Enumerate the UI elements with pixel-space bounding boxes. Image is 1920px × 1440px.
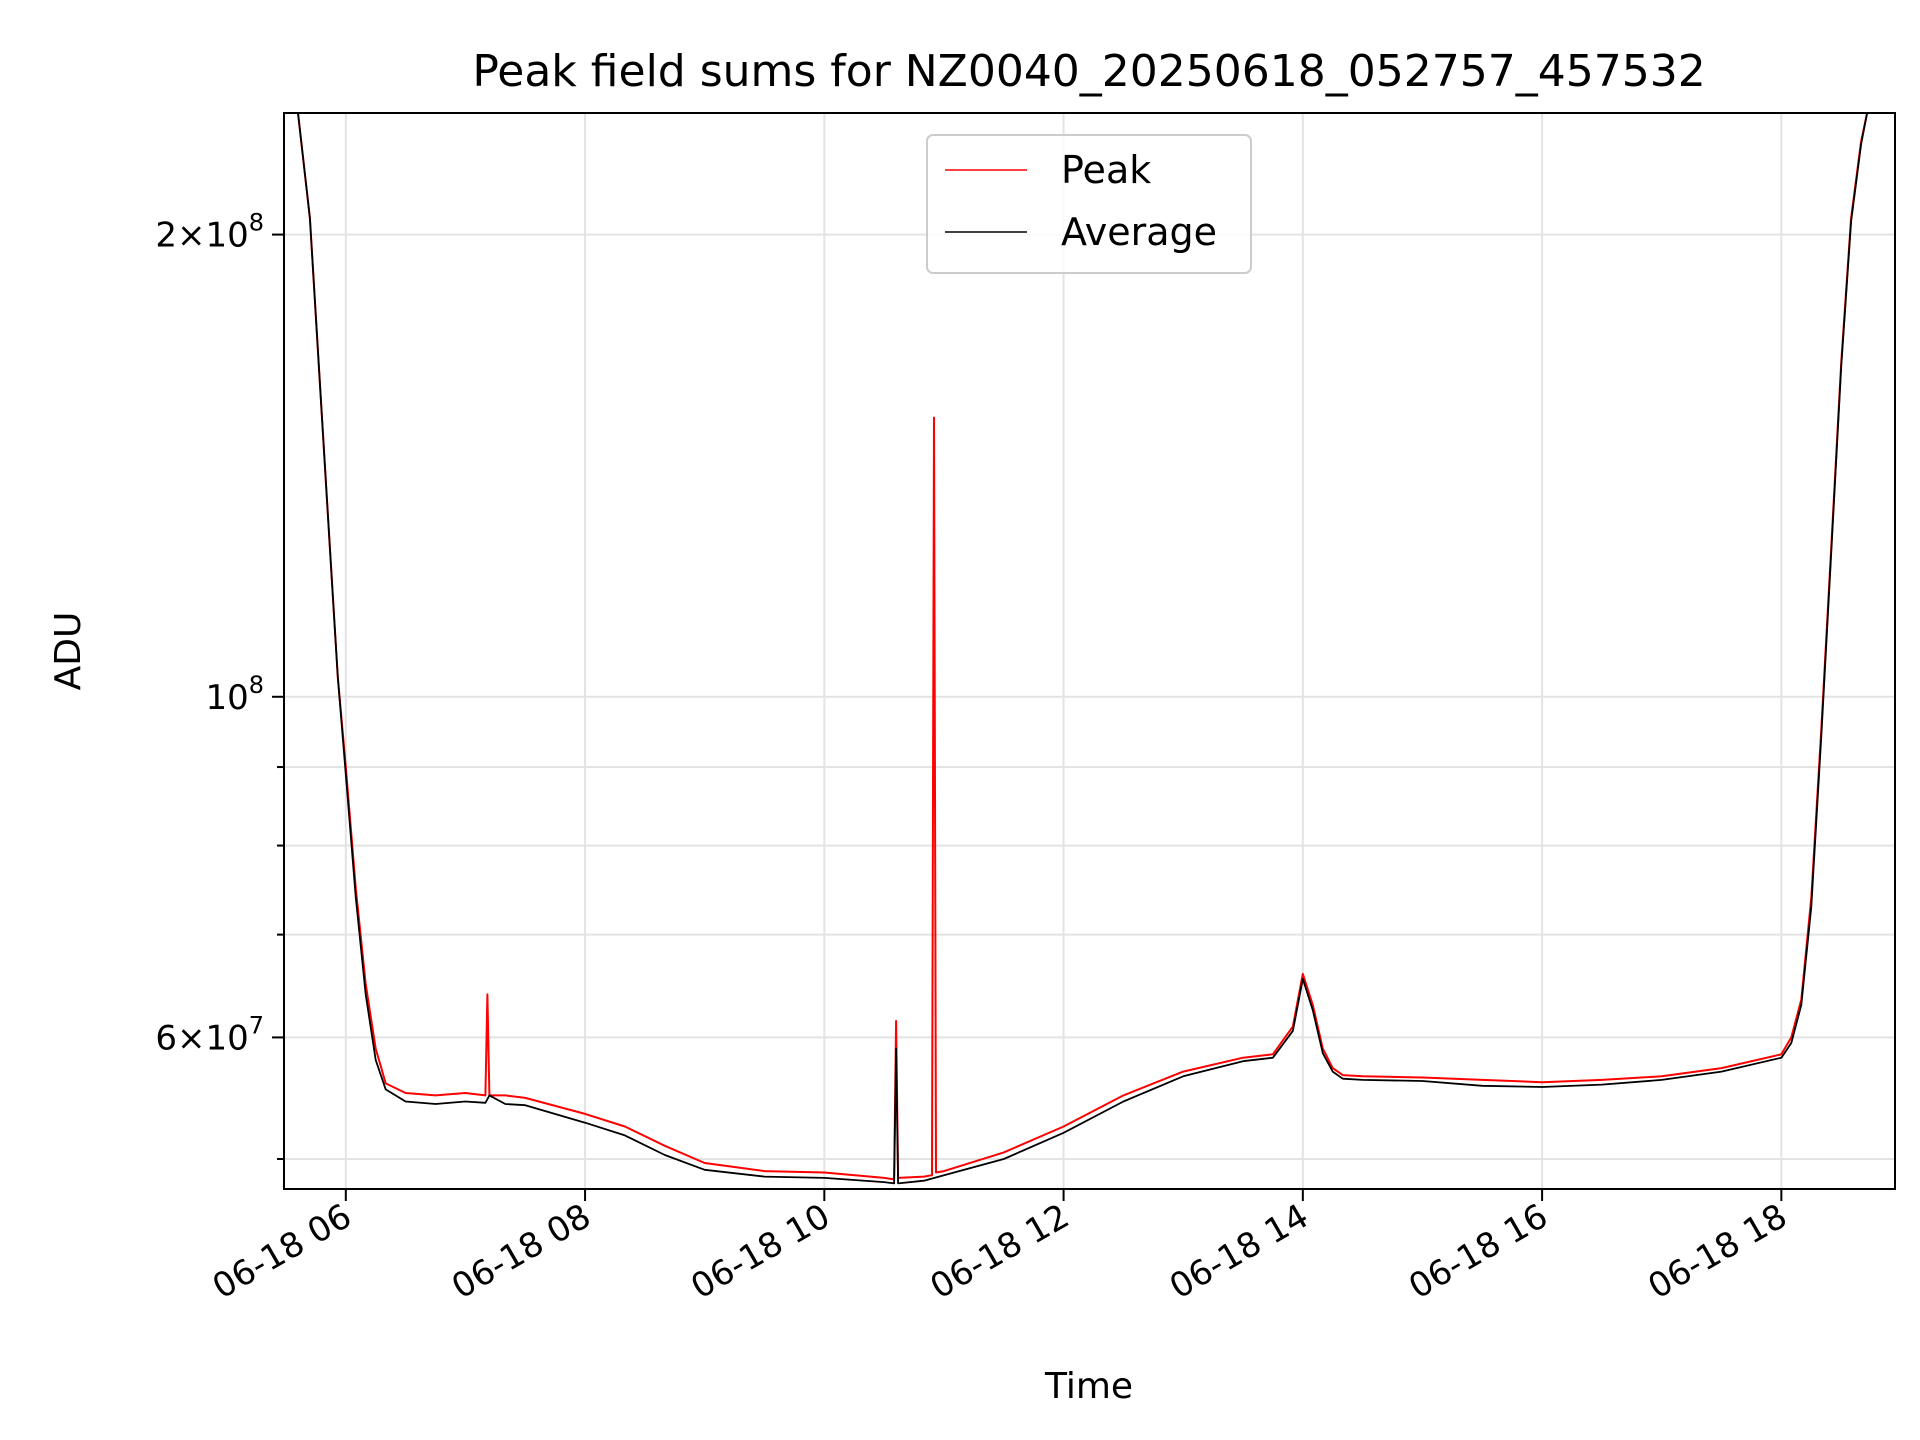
x-tick-label: 06-18 08 — [445, 1196, 597, 1307]
legend: Peak Average — [926, 134, 1252, 274]
x-tick-label: 06-18 12 — [924, 1196, 1076, 1307]
x-tick-label: 06-18 18 — [1641, 1196, 1793, 1307]
legend-label-peak: Peak — [1061, 148, 1151, 192]
series-line-average — [284, 112, 1895, 1185]
chart-title: Peak field sums for NZ0040_20250618_0527… — [472, 46, 1705, 97]
grid-layer — [284, 113, 1895, 1189]
series-layer — [284, 112, 1895, 1185]
x-tick-label: 06-18 06 — [206, 1196, 358, 1307]
y-axis-label: ADU — [48, 612, 89, 691]
legend-label-average: Average — [1061, 210, 1217, 254]
x-tick-label: 06-18 14 — [1163, 1196, 1315, 1307]
axes-frame — [283, 112, 1896, 1190]
x-tick-label: 06-18 10 — [684, 1196, 836, 1307]
y-tick-label: 6×107 — [155, 1011, 264, 1058]
tick-layer: 6×107 108 2×108 06-18 06 06-18 08 06-18 10 06-… — [155, 209, 1794, 1308]
x-tick-label: 06-18 16 — [1402, 1196, 1554, 1307]
series-line-peak — [284, 112, 1895, 1181]
y-tick-label: 108 — [205, 671, 264, 718]
y-tick-label: 2×108 — [155, 209, 264, 256]
x-axis-label: Time — [1044, 1366, 1133, 1407]
